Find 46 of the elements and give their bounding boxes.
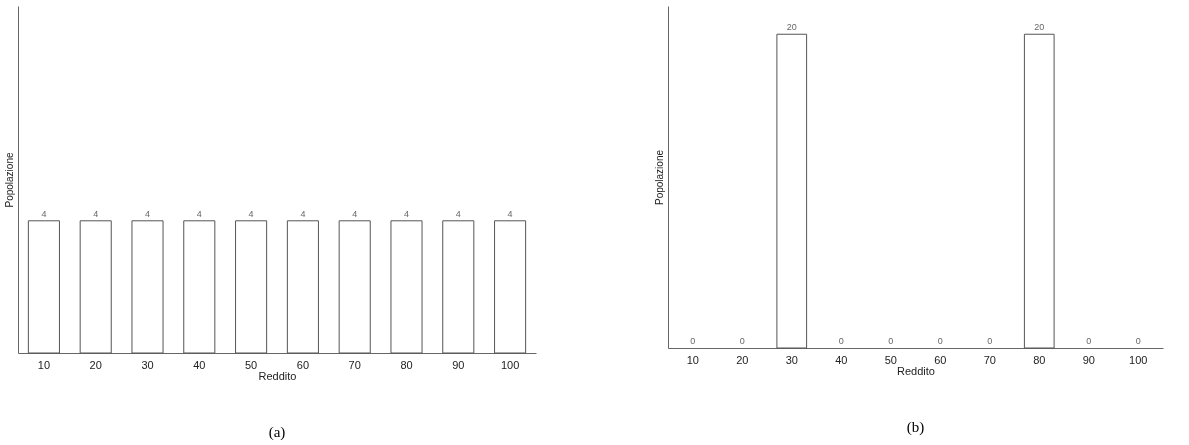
x-tick-label: 60: [296, 358, 310, 371]
x-axis-title: Reddito: [258, 369, 297, 382]
x-tick-label: 70: [983, 353, 996, 366]
data-label: 0: [690, 336, 696, 346]
data-label: 4: [507, 208, 513, 219]
x-axis-title: Reddito: [897, 364, 935, 377]
y-axis-title: Popolazione: [3, 152, 15, 208]
x-tick-label: 20: [736, 353, 749, 366]
data-label: 0: [888, 336, 894, 346]
x-tick-label: 70: [348, 358, 361, 371]
data-label: 0: [1135, 336, 1141, 346]
data-label: 4: [248, 208, 254, 219]
x-tick-label: 50: [884, 353, 897, 366]
data-label: 4: [41, 208, 47, 219]
y-axis-title: Popolazione: [653, 149, 665, 206]
text: (a): [268, 424, 286, 441]
data-label: 0: [838, 336, 844, 346]
x-tick-label: 10: [686, 353, 699, 366]
x-tick-label: 90: [452, 358, 465, 371]
data-label: 4: [300, 208, 306, 219]
data-label: 4: [403, 208, 410, 219]
data-label: 20: [786, 22, 797, 33]
x-tick-label: 100: [1129, 353, 1148, 366]
x-tick-label: 30: [141, 358, 154, 371]
x-tick-label: 40: [835, 353, 848, 366]
x-tick-label: 50: [244, 358, 258, 371]
x-tick-label: 40: [193, 358, 206, 371]
x-tick-label: 90: [1082, 353, 1095, 366]
data-label: 0: [987, 336, 993, 346]
data-label: 4: [93, 208, 99, 219]
x-tick-label: 80: [400, 358, 413, 371]
x-tick-label: 60: [934, 353, 947, 366]
x-tick-label: 80: [1033, 353, 1046, 366]
x-tick-label: 30: [785, 353, 798, 366]
data-label: 20: [1034, 22, 1045, 33]
text: (b): [906, 419, 925, 436]
x-tick-label: 100: [500, 358, 520, 371]
data-label: 4: [455, 208, 461, 219]
data-label: 4: [196, 208, 202, 219]
data-label: 0: [1086, 336, 1092, 346]
x-tick-label: 10: [37, 358, 51, 371]
data-label: 0: [739, 336, 745, 346]
data-label: 4: [352, 208, 358, 219]
data-label: 0: [937, 336, 943, 346]
data-label: 4: [144, 208, 151, 219]
x-tick-label: 20: [89, 358, 102, 371]
